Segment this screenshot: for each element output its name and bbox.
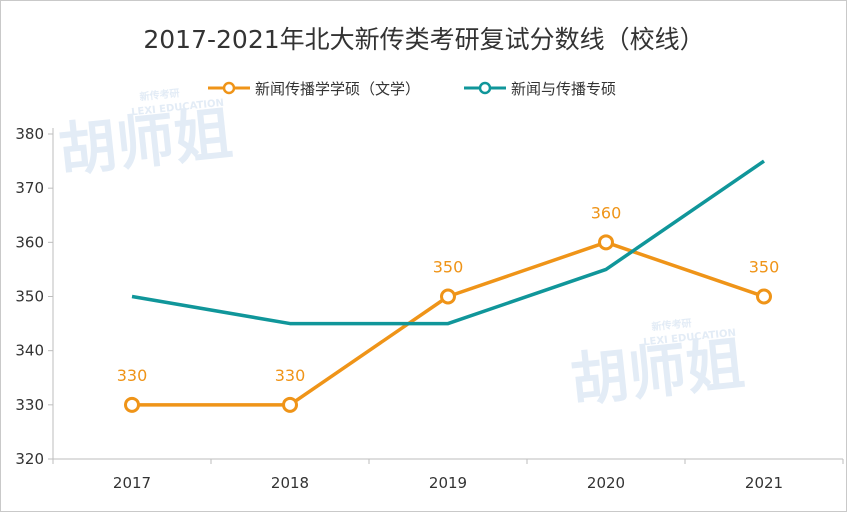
y-tick-label: 330 bbox=[15, 396, 44, 414]
x-tick-label: 2020 bbox=[587, 474, 625, 492]
series-2 bbox=[131, 159, 765, 326]
legend-item: 新闻与传播专硕 bbox=[464, 80, 616, 98]
series-1: 350345345355375330330350360350 bbox=[117, 203, 780, 413]
data-label: 330 bbox=[117, 366, 148, 385]
legend-swatch-marker bbox=[222, 81, 236, 95]
data-point bbox=[440, 288, 456, 305]
y-tick-label: 320 bbox=[15, 450, 44, 468]
watermark-left: 胡师姐 新传考研 LEXI EDUCATION bbox=[55, 86, 235, 185]
data-point bbox=[756, 288, 772, 305]
data-point bbox=[282, 396, 298, 413]
y-tick-label: 360 bbox=[15, 233, 44, 251]
series-line bbox=[131, 159, 765, 326]
x-tick-label: 2021 bbox=[745, 474, 783, 492]
data-label: 360 bbox=[591, 203, 622, 222]
legend-label: 新闻传播学学硕（文学） bbox=[255, 80, 420, 98]
y-tick-label: 340 bbox=[15, 342, 44, 360]
chart-title: 2017-2021年北大新传类考研复试分数线（校线） bbox=[143, 25, 704, 54]
data-label: 330 bbox=[275, 366, 306, 385]
legend-item: 新闻传播学学硕（文学） bbox=[208, 80, 420, 98]
watermark-right: 胡师姐 新传考研 LEXI EDUCATION bbox=[567, 316, 747, 415]
axes: 320 330 340 350 360 370 380 2017 2018 2019 2020 202… bbox=[15, 125, 844, 492]
x-tick-label: 2017 bbox=[113, 474, 151, 492]
y-tick-label: 350 bbox=[15, 288, 44, 306]
data-label: 350 bbox=[433, 258, 464, 277]
watermark-badge: 新传考研 bbox=[651, 316, 692, 333]
legend-label: 新闻与传播专硕 bbox=[511, 80, 616, 98]
series-layer: 350345345355375330330350360350 bbox=[117, 159, 780, 413]
x-tick-label: 2018 bbox=[271, 474, 309, 492]
watermark-badge: 新传考研 bbox=[139, 86, 180, 103]
legend: 新闻传播学学硕（文学） 新闻与传播专硕 bbox=[208, 80, 616, 98]
data-point bbox=[124, 396, 140, 413]
y-tick-label: 370 bbox=[15, 179, 44, 197]
y-tick-label: 380 bbox=[15, 125, 44, 143]
data-label: 350 bbox=[749, 258, 780, 277]
data-point bbox=[598, 234, 614, 251]
x-tick-label: 2019 bbox=[429, 474, 467, 492]
legend-swatch-marker bbox=[478, 81, 492, 95]
